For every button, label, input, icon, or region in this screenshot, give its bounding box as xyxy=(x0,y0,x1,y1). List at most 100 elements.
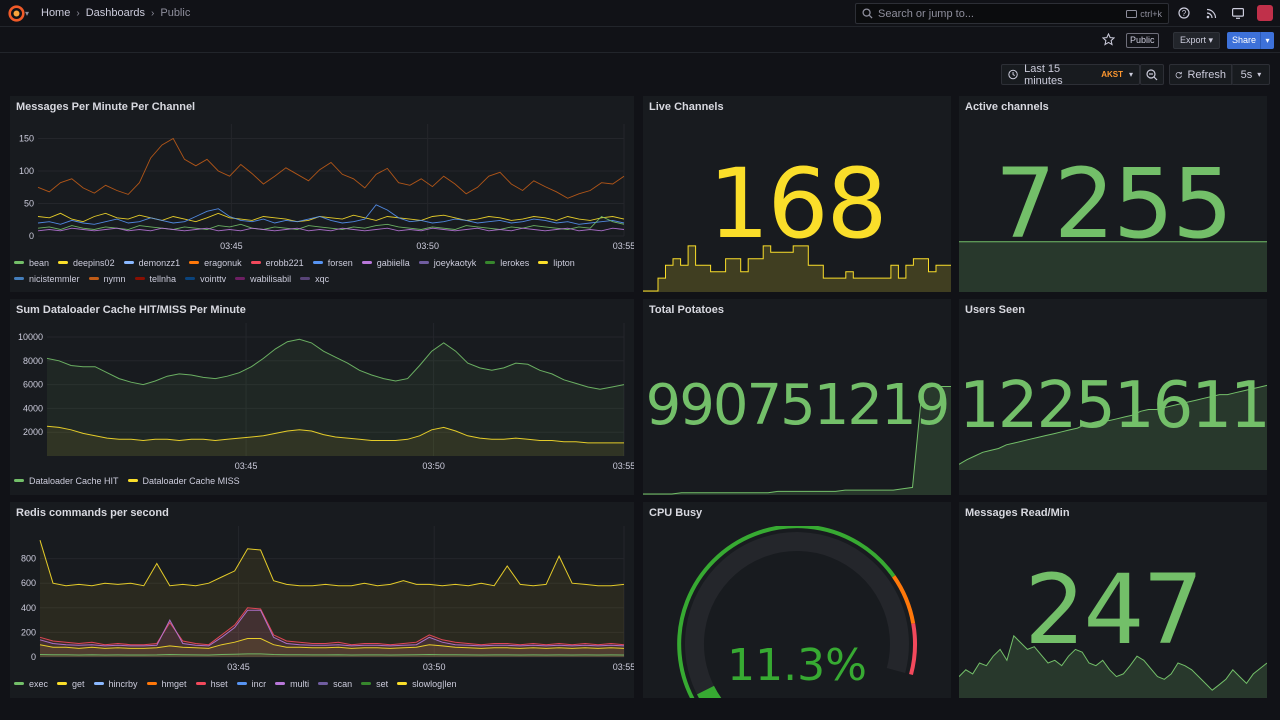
legend-item[interactable]: hmget xyxy=(146,676,187,691)
panel-active-channels[interactable]: Active channels 7255 xyxy=(959,96,1267,292)
y-tick-label: 8000 xyxy=(23,356,43,366)
share-options-chevron-down-icon[interactable]: ▾ xyxy=(1260,32,1274,49)
legend-item[interactable]: nymn xyxy=(88,271,126,286)
search-icon xyxy=(862,8,873,19)
legend-item[interactable]: set xyxy=(361,676,388,691)
sparkline-area xyxy=(959,635,1267,698)
legend-item[interactable]: scan xyxy=(318,676,352,691)
legend-item[interactable]: joeykaotyk xyxy=(418,255,476,270)
y-tick-label: 0 xyxy=(31,652,36,662)
grafana-logo-icon[interactable] xyxy=(8,5,25,22)
help-icon[interactable]: ? xyxy=(1176,5,1192,21)
export-label: Export xyxy=(1180,35,1207,45)
legend-item[interactable]: xqc xyxy=(300,271,329,286)
legend-item[interactable]: demonzz1 xyxy=(123,255,181,270)
series-line[interactable] xyxy=(39,653,625,656)
legend-item[interactable]: get xyxy=(57,676,85,691)
refresh-label: Refresh xyxy=(1187,68,1226,81)
legend-item[interactable]: Dataloader Cache MISS xyxy=(127,473,240,488)
gauge-value-arc xyxy=(697,685,722,698)
user-avatar[interactable] xyxy=(1257,5,1273,21)
chevron-right-icon: › xyxy=(76,7,80,19)
messages-read-value: 247 xyxy=(1024,554,1203,666)
legend-item[interactable]: gabiiella xyxy=(361,255,410,270)
share-button[interactable]: Share xyxy=(1227,32,1262,49)
series-area xyxy=(47,339,624,456)
legend-item[interactable]: forsen xyxy=(312,255,353,270)
legend-item[interactable]: lipton xyxy=(538,255,575,270)
legend-item[interactable]: exec xyxy=(14,676,48,691)
series-line[interactable] xyxy=(46,338,625,390)
messages-timeseries-chart[interactable]: 0 50 100 150 03:45 03:50 03:55 xyxy=(10,120,634,280)
rss-feed-icon[interactable] xyxy=(1203,5,1219,21)
legend-item[interactable]: wabilisabil xyxy=(235,271,291,286)
legend-item[interactable]: multi xyxy=(275,676,309,691)
series-line[interactable] xyxy=(39,540,625,587)
search-input[interactable] xyxy=(878,7,1118,20)
panel-cpu-busy[interactable]: CPU Busy 11.3% xyxy=(643,502,951,698)
live-channels-value: 168 xyxy=(708,148,887,260)
cache-hit-miss-chart[interactable]: 2000 4000 6000 8000 10000 03:45 03:50 03:55 xyxy=(10,323,634,483)
search-bar[interactable]: ctrl+k xyxy=(855,3,1169,24)
panel-title: Active channels xyxy=(965,101,1049,113)
breadcrumb-dashboards[interactable]: Dashboards xyxy=(85,7,146,19)
series-line[interactable] xyxy=(37,215,625,230)
zoom-out-button[interactable] xyxy=(1140,64,1164,85)
panel-messages-read[interactable]: Messages Read/Min 247 xyxy=(959,502,1267,698)
panel-users-seen[interactable]: Users Seen 12251611 xyxy=(959,299,1267,495)
legend-item[interactable]: bean xyxy=(14,255,49,270)
time-range-picker[interactable]: Last 15 minutes AKST ▾ xyxy=(1001,62,1140,87)
legend-swatch xyxy=(189,261,200,264)
export-button[interactable]: Export ▾ xyxy=(1173,32,1221,49)
legend-swatch xyxy=(134,277,145,280)
keyboard-icon xyxy=(1126,9,1138,18)
refresh-interval-picker[interactable]: 5s ▾ xyxy=(1232,64,1270,85)
panel-total-potatoes[interactable]: Total Potatoes 990751219 xyxy=(643,299,951,495)
chart-legend: exec get hincrby hmget hset incr multi scan set s… xyxy=(14,676,629,691)
panel-title: Redis commands per second xyxy=(16,507,169,519)
top-nav-bar: ▾ Home › Dashboards › Public ctrl+k ? xyxy=(0,0,1280,27)
redis-commands-chart[interactable]: 0 200 400 600 800 03:45 03:50 03:55 xyxy=(10,526,634,686)
legend-item[interactable]: nicistemmler xyxy=(14,271,80,286)
time-range-label: Last 15 minutes xyxy=(1024,62,1063,87)
series-line[interactable] xyxy=(39,609,625,647)
legend-item[interactable]: hset xyxy=(195,676,228,691)
star-favorite-icon[interactable] xyxy=(1102,33,1115,46)
series-line[interactable] xyxy=(37,137,625,199)
zoom-out-icon xyxy=(1146,68,1158,80)
legend-item[interactable]: slowlog|len xyxy=(397,676,457,691)
legend-item[interactable]: hincrby xyxy=(93,676,138,691)
legend-item[interactable]: erobb221 xyxy=(250,255,304,270)
legend-item[interactable]: incr xyxy=(236,676,266,691)
legend-item[interactable]: deepins02 xyxy=(58,255,115,270)
legend-label: bean xyxy=(29,257,50,268)
legend-item[interactable]: lerokes xyxy=(485,255,529,270)
legend-label: demonzz1 xyxy=(138,257,181,268)
series-line[interactable] xyxy=(37,227,625,232)
refresh-button[interactable]: Refresh xyxy=(1169,64,1232,85)
x-tick-label: 03:55 xyxy=(613,461,634,471)
panel-live-channels[interactable]: Live Channels 168 xyxy=(643,96,951,292)
refresh-interval-value: 5s xyxy=(1240,68,1253,81)
legend-item[interactable]: tellnha xyxy=(134,271,176,286)
series-line[interactable] xyxy=(39,638,625,649)
legend-item[interactable]: eragonuk xyxy=(189,255,242,270)
legend-item[interactable]: vointtv xyxy=(185,271,226,286)
legend-item[interactable]: Dataloader Cache HIT xyxy=(14,473,119,488)
y-tick-label: 2000 xyxy=(23,427,43,437)
panel-dataloader-cache[interactable]: Sum Dataloader Cache HIT/MISS Per Minute… xyxy=(10,299,634,495)
legend-label: lerokes xyxy=(500,257,530,268)
series-line[interactable] xyxy=(39,607,625,646)
x-tick-label: 03:55 xyxy=(613,241,634,251)
series-line[interactable] xyxy=(37,212,625,223)
panel-title: Live Channels xyxy=(649,101,724,113)
breadcrumb-home[interactable]: Home xyxy=(41,7,71,19)
legend-label: Dataloader Cache HIT xyxy=(29,475,119,486)
series-line[interactable] xyxy=(37,204,625,225)
panel-redis-commands[interactable]: Redis commands per second 0 200 400 600 800 0… xyxy=(10,502,634,698)
series-line[interactable] xyxy=(46,425,624,444)
legend-label: Dataloader Cache MISS xyxy=(142,475,240,486)
kiosk-monitor-icon[interactable] xyxy=(1230,5,1246,21)
panel-messages-per-minute[interactable]: Messages Per Minute Per Channel 0 50 100 15… xyxy=(10,96,634,292)
menu-chevron-down-icon[interactable]: ▾ xyxy=(25,9,30,18)
